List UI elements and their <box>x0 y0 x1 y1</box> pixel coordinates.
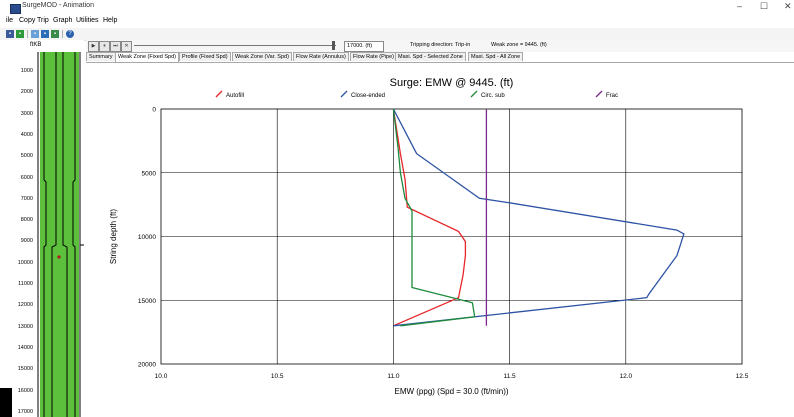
title-bar: SurgeMOD - Animation – ☐ ✕ <box>0 0 794 16</box>
weak-zone-text: Weak zone = 9445. (ft) <box>491 42 547 48</box>
depth-label: 8000 <box>20 217 33 224</box>
step-button[interactable]: ⏭ <box>110 41 121 52</box>
paint-icon[interactable]: ▪ <box>51 30 59 38</box>
menu-bar: ile Copy Trip Graph Utilities Help <box>0 16 794 28</box>
depth-label: 1000 <box>20 68 33 74</box>
series-line <box>392 108 476 327</box>
y-tick-label: 10000 <box>138 234 156 241</box>
x-tick-label: 10.0 <box>155 373 168 380</box>
minimize-button[interactable]: – <box>737 1 743 11</box>
legend-swatch <box>470 90 478 98</box>
tab-flow-rate-annulus[interactable]: Flow Rate (Annulus) <box>293 52 349 61</box>
animation-bar: ▶ ⏸ ⏭ ✕ 17000. (ft) Tripping direction: … <box>86 40 794 52</box>
depth-label: 9000 <box>20 238 33 245</box>
tripping-direction-text: Tripping direction: Trip-in <box>410 42 471 48</box>
side-strip <box>0 388 12 417</box>
y-tick-label: 0 <box>152 107 156 114</box>
y-tick-label: 15000 <box>138 298 156 305</box>
legend-entry: Circ. sub <box>481 93 505 99</box>
depth-label: 17000 <box>17 408 33 415</box>
x-tick-label: 11.0 <box>387 373 400 380</box>
toolbar-separator <box>27 30 28 38</box>
x-tick-label: 12.5 <box>736 373 749 380</box>
legend-swatch <box>215 90 223 98</box>
depth-label: 12000 <box>17 302 33 309</box>
legend-swatch <box>340 90 348 98</box>
series-line <box>392 108 467 327</box>
depth-label: 5000 <box>20 153 33 160</box>
menu-graph[interactable]: Graph <box>53 17 73 24</box>
toolbar-separator <box>62 30 63 38</box>
depth-unit-label: ftKB <box>30 42 42 48</box>
bore-left-line <box>51 52 57 417</box>
app-icon <box>10 4 21 14</box>
stop-button[interactable]: ✕ <box>121 41 132 52</box>
print-icon[interactable]: ▪ <box>41 30 49 38</box>
menu-copy[interactable]: Copy <box>19 17 36 24</box>
legend-entry: Close-ended <box>351 93 385 99</box>
bore-right-line <box>62 52 68 417</box>
tab-maxi-spd-selected[interactable]: Maxi. Spd - Selected Zone <box>395 52 466 61</box>
depth-label: 3000 <box>20 110 33 117</box>
wellbore-diagram <box>37 52 84 417</box>
y-tick-label: 5000 <box>142 170 157 177</box>
depth-label: 10000 <box>17 259 33 266</box>
depth-label: 15000 <box>17 366 33 373</box>
depth-label: 16000 <box>17 387 33 394</box>
wellbore-panel: ftKB 1000 2000 3000 4000 5000 6000 7000 8000 900… <box>0 40 84 417</box>
menu-trip[interactable]: Trip <box>37 17 49 24</box>
menu-file[interactable]: ile <box>6 17 14 24</box>
depth-label: 7000 <box>20 195 33 202</box>
x-tick-label: 10.5 <box>271 373 284 380</box>
series-line <box>392 108 685 327</box>
export-icon[interactable]: ▪ <box>16 30 24 38</box>
close-button[interactable]: ✕ <box>784 1 792 11</box>
chart-icon[interactable]: ▪ <box>31 30 39 38</box>
depth-label: 14000 <box>17 344 33 351</box>
tab-profile-fixed[interactable]: Profile (Fixed Spd) <box>179 52 231 61</box>
help-icon[interactable]: ? <box>66 30 74 38</box>
legend-swatch <box>595 90 603 98</box>
depth-label: 4000 <box>20 131 33 138</box>
menu-help[interactable]: Help <box>103 17 118 24</box>
tab-weak-zone-var[interactable]: Weak Zone (Var. Spd) <box>232 52 292 61</box>
x-tick-label: 11.5 <box>504 373 517 380</box>
depth-slider-thumb[interactable] <box>332 41 335 50</box>
tab-strip: Summary Weak Zone (Fixed Spd) Profile (F… <box>86 52 794 62</box>
depth-slider-track[interactable] <box>134 45 336 46</box>
chart-title: Surge: EMW @ 9445. (ft) <box>390 77 514 89</box>
depth-label: 2000 <box>20 89 33 96</box>
surge-chart: Surge: EMW @ 9445. (ft) 10.0 10.5 11.0 11.5 1… <box>109 77 749 396</box>
save-icon[interactable]: ▪ <box>6 30 14 38</box>
tab-summary[interactable]: Summary <box>86 52 116 61</box>
x-axis-label: EMW (ppg) (Spd = 30.0 (ft/min)) <box>394 387 508 396</box>
depth-value-field[interactable]: 17000. (ft) <box>344 41 384 52</box>
legend-entry: Frac <box>606 93 618 99</box>
legend-entry: Autofill <box>226 93 244 99</box>
x-tick-label: 12.0 <box>619 373 632 380</box>
tab-flow-rate-pipe[interactable]: Flow Rate (Pipe) <box>350 52 397 61</box>
tab-weak-zone-fixed[interactable]: Weak Zone (Fixed Spd) <box>115 52 179 62</box>
pipe-right-wall <box>72 52 76 417</box>
window-title: SurgeMOD - Animation <box>22 2 94 9</box>
play-button[interactable]: ▶ <box>88 41 99 52</box>
bit-position-marker <box>57 255 61 259</box>
depth-label: 6000 <box>20 174 33 181</box>
maximize-button[interactable]: ☐ <box>760 1 769 11</box>
menu-utilities[interactable]: Utilities <box>76 17 99 24</box>
pipe-left-wall <box>43 52 47 417</box>
y-tick-label: 20000 <box>138 362 156 369</box>
depth-label: 13000 <box>17 323 33 330</box>
depth-label: 11000 <box>18 281 33 287</box>
pause-button[interactable]: ⏸ <box>99 41 110 52</box>
plot-area: Surge: EMW @ 9445. (ft) 10.0 10.5 11.0 11.5 1… <box>86 62 794 413</box>
tab-maxi-spd-all[interactable]: Maxi. Spd - All Zone <box>468 52 524 61</box>
y-axis-label: String depth (ft) <box>109 209 118 264</box>
